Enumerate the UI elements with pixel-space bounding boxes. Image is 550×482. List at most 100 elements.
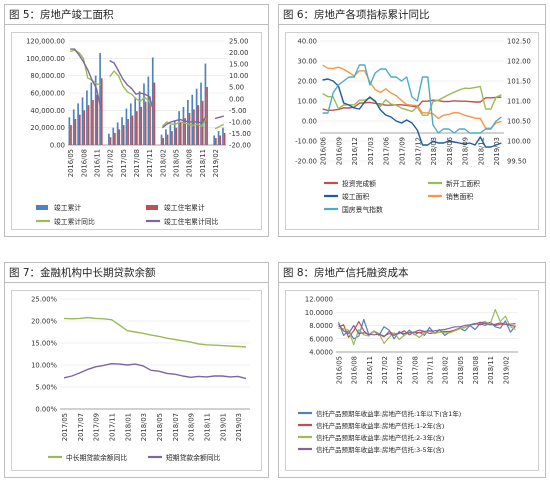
bar-竣工住宅累计 — [149, 96, 151, 145]
bar-竣工住宅累计 — [92, 99, 94, 145]
bar-竣工累计 — [134, 97, 137, 145]
panel-fig8: 图 8：房地产信托融资成本 4.0000 6.0000 8.0000 10.0000 1… — [278, 262, 546, 478]
y-tick-label: 0.00 — [50, 142, 65, 150]
bar-竣工累计 — [182, 106, 185, 145]
chart-fig7: 0.00% 5.00% 10.00% 15.00% 20.00% 25.00% 2017/0… — [31, 296, 250, 462]
x-tick-label: 2016/11 — [366, 356, 374, 384]
series-line-竣工住宅累计同比 — [70, 48, 224, 129]
y-tick-label: 5.00% — [35, 384, 57, 392]
y-tick-label: 20.00% — [31, 318, 57, 326]
legend-label: 竣工累计 — [54, 203, 81, 212]
y-tick-label: 120,000.00 — [26, 38, 65, 46]
chart-fig8: 4.0000 6.0000 8.0000 10.0000 12.0000 2016/05 2… — [298, 296, 518, 454]
bar-竣工住宅累计 — [114, 132, 116, 145]
bar-竣工累计 — [129, 103, 132, 145]
bar-竣工住宅累计 — [127, 119, 129, 145]
legend-label: 信托产品预期年收益率:房地产信托:1-2年(含) — [316, 421, 444, 430]
chart-fig5: 0.00 20,000.00 40,000.00 60,000.00 80,000.00… — [26, 38, 251, 227]
y2-tick-label: 15.00 — [229, 61, 248, 69]
legend-label: 信托产品预期年收益率:房地产信托:2-3年(含) — [316, 433, 444, 442]
y-tick-label: 10.00% — [31, 362, 57, 370]
bar-竣工累计 — [125, 108, 128, 145]
y2-tick-label: 99.50 — [507, 158, 526, 166]
legend-label: 新开工面积 — [446, 179, 480, 188]
bar-竣工累计 — [147, 76, 150, 145]
y2-tick-label: 101.50 — [507, 78, 531, 86]
x-tick-label: 2018/12 — [477, 137, 485, 165]
bar-竣工住宅累计 — [219, 135, 222, 145]
x-tick-label: 2017/11 — [146, 149, 154, 177]
bar-竣工累计 — [217, 131, 220, 145]
y2-tick-label: 25.00 — [229, 38, 248, 46]
bar-竣工累计 — [213, 135, 216, 145]
y-tick-label: 60,000.00 — [30, 90, 65, 98]
y-tick-label: 0.00% — [35, 406, 57, 414]
legend-swatch — [36, 205, 48, 210]
y-tick-label: 20.00 — [298, 78, 317, 86]
bar-竣工住宅累计 — [136, 111, 138, 145]
x-tick-label: 2018/05 — [173, 149, 181, 177]
y2-tick-label: 0.00 — [229, 95, 244, 103]
legend-label: 竣工面积 — [342, 192, 369, 201]
chart-frame: 0.00 20,000.00 40,000.00 60,000.00 80,000.00… — [11, 32, 262, 230]
y2-tick-label: 5.00 — [229, 84, 244, 92]
x-tick-label: 2017/11 — [427, 356, 435, 384]
x-tick-label: 2018/09 — [462, 137, 470, 165]
legend-swatch — [146, 205, 158, 210]
x-tick-label: 2017/05 — [120, 149, 128, 177]
x-tick-label: 2019/02 — [212, 149, 220, 177]
y-tick-label: 0.00 — [302, 118, 317, 126]
legend-label: 国房景气指数 — [342, 205, 383, 214]
bar-竣工累计 — [121, 117, 123, 145]
x-tick-label: 2016/06 — [320, 137, 328, 165]
chart-frame: 4.0000 6.0000 8.0000 10.0000 12.0000 2016/05 2… — [285, 290, 539, 471]
bar-竣工累计 — [191, 94, 194, 145]
bar-竣工累计 — [200, 82, 202, 145]
y2-tick-label: 20.00 — [229, 49, 248, 57]
y2-tick-label: -5.00 — [229, 107, 247, 115]
x-tick-label: 2019/03 — [235, 413, 243, 441]
bar-竣工累计 — [178, 111, 180, 145]
series-line-销售面积 — [322, 64, 502, 129]
x-tick-label: 2017/02 — [381, 356, 389, 384]
panel-title: 图 8：房地产信托融资成本 — [279, 263, 545, 283]
x-tick-label: 2019/01 — [219, 413, 227, 441]
x-tick-label: 2016/05 — [336, 356, 344, 384]
x-tick-label: 2017/07 — [77, 413, 85, 441]
x-tick-label: 2017/05 — [396, 356, 404, 384]
bar-竣工累计 — [195, 88, 198, 145]
bar-竣工住宅累计 — [215, 138, 217, 145]
y-tick-label: 12.0000 — [305, 296, 333, 304]
bar-竣工累计 — [204, 63, 207, 145]
y2-tick-label: 100.50 — [507, 118, 531, 126]
x-tick-label: 2016/05 — [67, 149, 75, 177]
bar-竣工住宅累计 — [184, 118, 186, 145]
bar-竣工住宅累计 — [78, 114, 81, 145]
x-tick-label: 2018/05 — [156, 413, 164, 441]
x-tick-label: 2019/03 — [493, 137, 501, 165]
x-tick-label: 2016/12 — [351, 137, 359, 165]
x-tick-label: 2017/12 — [414, 137, 422, 165]
series-line-信托产品预期年收益率:房地产信托:2-3年(含) — [338, 309, 516, 346]
chart-frame: -20.00 -10.00 0.00 10.00 20.00 30.00 40.00 99.5… — [285, 32, 539, 230]
bar-竣工累计 — [151, 57, 154, 145]
x-tick-label: 2018/07 — [172, 413, 180, 441]
bar-竣工住宅累计 — [188, 112, 191, 145]
bar-竣工累计 — [187, 99, 189, 145]
series-line-新开工面积 — [322, 85, 502, 116]
y2-tick-label: 102.00 — [507, 58, 531, 66]
y2-tick-label: -15.00 — [229, 130, 251, 138]
x-tick-label: 2017/02 — [107, 149, 115, 177]
series-line-国房景气指数 — [322, 64, 502, 134]
x-tick-label: 2017/09 — [398, 137, 406, 165]
y-tick-label: -10.00 — [295, 138, 317, 146]
panel-fig6: 图 6：房地产各项指标累计同比 -20.00 -10.00 0.00 10.00 20.… — [278, 4, 546, 237]
legend-label: 中长期贷款余额同比 — [66, 453, 127, 462]
x-tick-label: 2017/09 — [93, 413, 101, 441]
x-tick-label: 2018/11 — [199, 149, 207, 177]
x-tick-label: 2018/02 — [159, 149, 167, 177]
bar-竣工住宅累计 — [175, 127, 178, 145]
bar-竣工累计 — [77, 103, 79, 145]
y-tick-label: 4.0000 — [309, 349, 333, 357]
bar-竣工累计 — [169, 125, 172, 145]
